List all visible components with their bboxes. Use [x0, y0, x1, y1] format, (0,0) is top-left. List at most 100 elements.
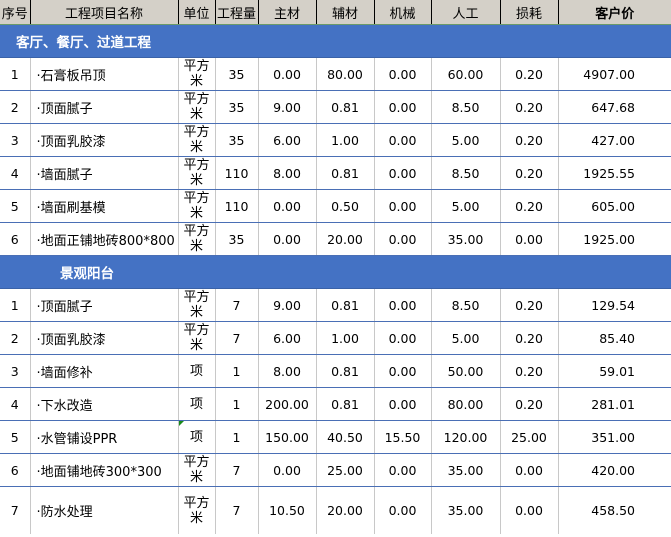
cell-index[interactable]: 1 — [0, 288, 31, 322]
cell-item-name[interactable]: ·石膏板吊顶 — [30, 57, 179, 91]
column-header-quantity[interactable]: 工程量 — [215, 0, 259, 25]
cell-customer-price[interactable]: 281.01 — [558, 387, 671, 421]
cell-unit[interactable]: 平方米 — [178, 321, 216, 355]
cell-labor[interactable]: 120.00 — [431, 420, 501, 454]
cell-index[interactable]: 4 — [0, 156, 31, 190]
cell-customer-price[interactable]: 1925.55 — [558, 156, 671, 190]
cell-index[interactable]: 2 — [0, 321, 31, 355]
cell-index[interactable]: 3 — [0, 123, 31, 157]
cell-loss[interactable]: 0.20 — [500, 321, 559, 355]
cell-index[interactable]: 3 — [0, 354, 31, 388]
cell-unit[interactable]: 平方米 — [178, 486, 216, 534]
cell-main-material[interactable]: 6.00 — [258, 321, 317, 355]
cell-machinery[interactable]: 0.00 — [374, 387, 432, 421]
cell-labor[interactable]: 5.00 — [431, 123, 501, 157]
cell-quantity[interactable]: 7 — [215, 486, 259, 534]
cell-loss[interactable]: 0.00 — [500, 486, 559, 534]
cell-aux-material[interactable]: 0.81 — [316, 288, 375, 322]
cell-customer-price[interactable]: 351.00 — [558, 420, 671, 454]
cell-quantity[interactable]: 110 — [215, 156, 259, 190]
cell-machinery[interactable]: 0.00 — [374, 222, 432, 256]
cell-loss[interactable]: 0.20 — [500, 90, 559, 124]
cell-aux-material[interactable]: 1.00 — [316, 123, 375, 157]
cell-quantity[interactable]: 110 — [215, 189, 259, 223]
cell-main-material[interactable]: 150.00 — [258, 420, 317, 454]
cell-item-name[interactable]: ·墙面修补 — [30, 354, 179, 388]
cell-customer-price[interactable]: 129.54 — [558, 288, 671, 322]
column-header-item-name[interactable]: 工程项目名称 — [30, 0, 179, 25]
cell-aux-material[interactable]: 80.00 — [316, 57, 375, 91]
cell-labor[interactable]: 35.00 — [431, 453, 501, 487]
cell-machinery[interactable]: 0.00 — [374, 156, 432, 190]
cell-index[interactable]: 2 — [0, 90, 31, 124]
cell-loss[interactable]: 0.00 — [500, 453, 559, 487]
cell-labor[interactable]: 8.50 — [431, 288, 501, 322]
cell-unit[interactable]: 平方米 — [178, 90, 216, 124]
cell-quantity[interactable]: 1 — [215, 420, 259, 454]
cell-unit[interactable]: 项 — [178, 354, 216, 388]
cell-item-name[interactable]: ·地面正铺地砖800*800 — [30, 222, 179, 256]
cell-aux-material[interactable]: 0.81 — [316, 354, 375, 388]
cell-aux-material[interactable]: 0.81 — [316, 387, 375, 421]
column-header-machinery[interactable]: 机械 — [374, 0, 432, 25]
column-header-index[interactable]: 序号 — [0, 0, 31, 25]
cell-loss[interactable]: 0.20 — [500, 354, 559, 388]
cell-index[interactable]: 6 — [0, 453, 31, 487]
cell-index[interactable]: 7 — [0, 486, 31, 534]
cell-customer-price[interactable]: 85.40 — [558, 321, 671, 355]
cell-labor[interactable]: 35.00 — [431, 222, 501, 256]
cell-unit[interactable]: 平方米 — [178, 189, 216, 223]
cell-labor[interactable]: 50.00 — [431, 354, 501, 388]
cell-labor[interactable]: 5.00 — [431, 321, 501, 355]
cell-aux-material[interactable]: 0.81 — [316, 156, 375, 190]
cell-aux-material[interactable]: 25.00 — [316, 453, 375, 487]
cell-loss[interactable]: 0.20 — [500, 123, 559, 157]
cell-machinery[interactable]: 0.00 — [374, 453, 432, 487]
cell-labor[interactable]: 5.00 — [431, 189, 501, 223]
cell-labor[interactable]: 8.50 — [431, 156, 501, 190]
cell-aux-material[interactable]: 20.00 — [316, 222, 375, 256]
column-header-labor[interactable]: 人工 — [431, 0, 501, 25]
cell-item-name[interactable]: ·顶面乳胶漆 — [30, 123, 179, 157]
cell-unit[interactable]: 平方米 — [178, 288, 216, 322]
cell-unit[interactable]: 平方米 — [178, 222, 216, 256]
cell-quantity[interactable]: 7 — [215, 453, 259, 487]
cell-index[interactable]: 6 — [0, 222, 31, 256]
column-header-aux-material[interactable]: 辅材 — [316, 0, 375, 25]
cell-aux-material[interactable]: 1.00 — [316, 321, 375, 355]
cell-item-name[interactable]: ·顶面腻子 — [30, 90, 179, 124]
cell-main-material[interactable]: 200.00 — [258, 387, 317, 421]
cell-main-material[interactable]: 8.00 — [258, 354, 317, 388]
cell-customer-price[interactable]: 647.68 — [558, 90, 671, 124]
cell-quantity[interactable]: 35 — [215, 123, 259, 157]
section-title[interactable]: 景观阳台 — [0, 255, 671, 289]
cell-index[interactable]: 4 — [0, 387, 31, 421]
cell-main-material[interactable]: 0.00 — [258, 453, 317, 487]
cell-item-name[interactable]: ·地面铺地砖300*300 — [30, 453, 179, 487]
cell-machinery[interactable]: 0.00 — [374, 90, 432, 124]
cell-index[interactable]: 5 — [0, 420, 31, 454]
cell-customer-price[interactable]: 427.00 — [558, 123, 671, 157]
cell-unit[interactable]: 项 — [178, 420, 216, 454]
cell-main-material[interactable]: 9.00 — [258, 90, 317, 124]
cell-customer-price[interactable]: 420.00 — [558, 453, 671, 487]
cell-unit[interactable]: 平方米 — [178, 57, 216, 91]
cell-quantity[interactable]: 1 — [215, 354, 259, 388]
cell-customer-price[interactable]: 605.00 — [558, 189, 671, 223]
cell-quantity[interactable]: 7 — [215, 288, 259, 322]
cell-machinery[interactable]: 0.00 — [374, 123, 432, 157]
column-header-unit[interactable]: 单位 — [178, 0, 216, 25]
cell-machinery[interactable]: 0.00 — [374, 321, 432, 355]
cell-index[interactable]: 5 — [0, 189, 31, 223]
cell-loss[interactable]: 0.00 — [500, 222, 559, 256]
cell-labor[interactable]: 35.00 — [431, 486, 501, 534]
cell-item-name[interactable]: ·顶面乳胶漆 — [30, 321, 179, 355]
cell-machinery[interactable]: 15.50 — [374, 420, 432, 454]
cell-quantity[interactable]: 7 — [215, 321, 259, 355]
cell-item-name[interactable]: ·防水处理 — [30, 486, 179, 534]
cell-quantity[interactable]: 35 — [215, 222, 259, 256]
cell-aux-material[interactable]: 40.50 — [316, 420, 375, 454]
cell-item-name[interactable]: ·墙面刷基模 — [30, 189, 179, 223]
cell-machinery[interactable]: 0.00 — [374, 486, 432, 534]
cell-unit[interactable]: 平方米 — [178, 123, 216, 157]
